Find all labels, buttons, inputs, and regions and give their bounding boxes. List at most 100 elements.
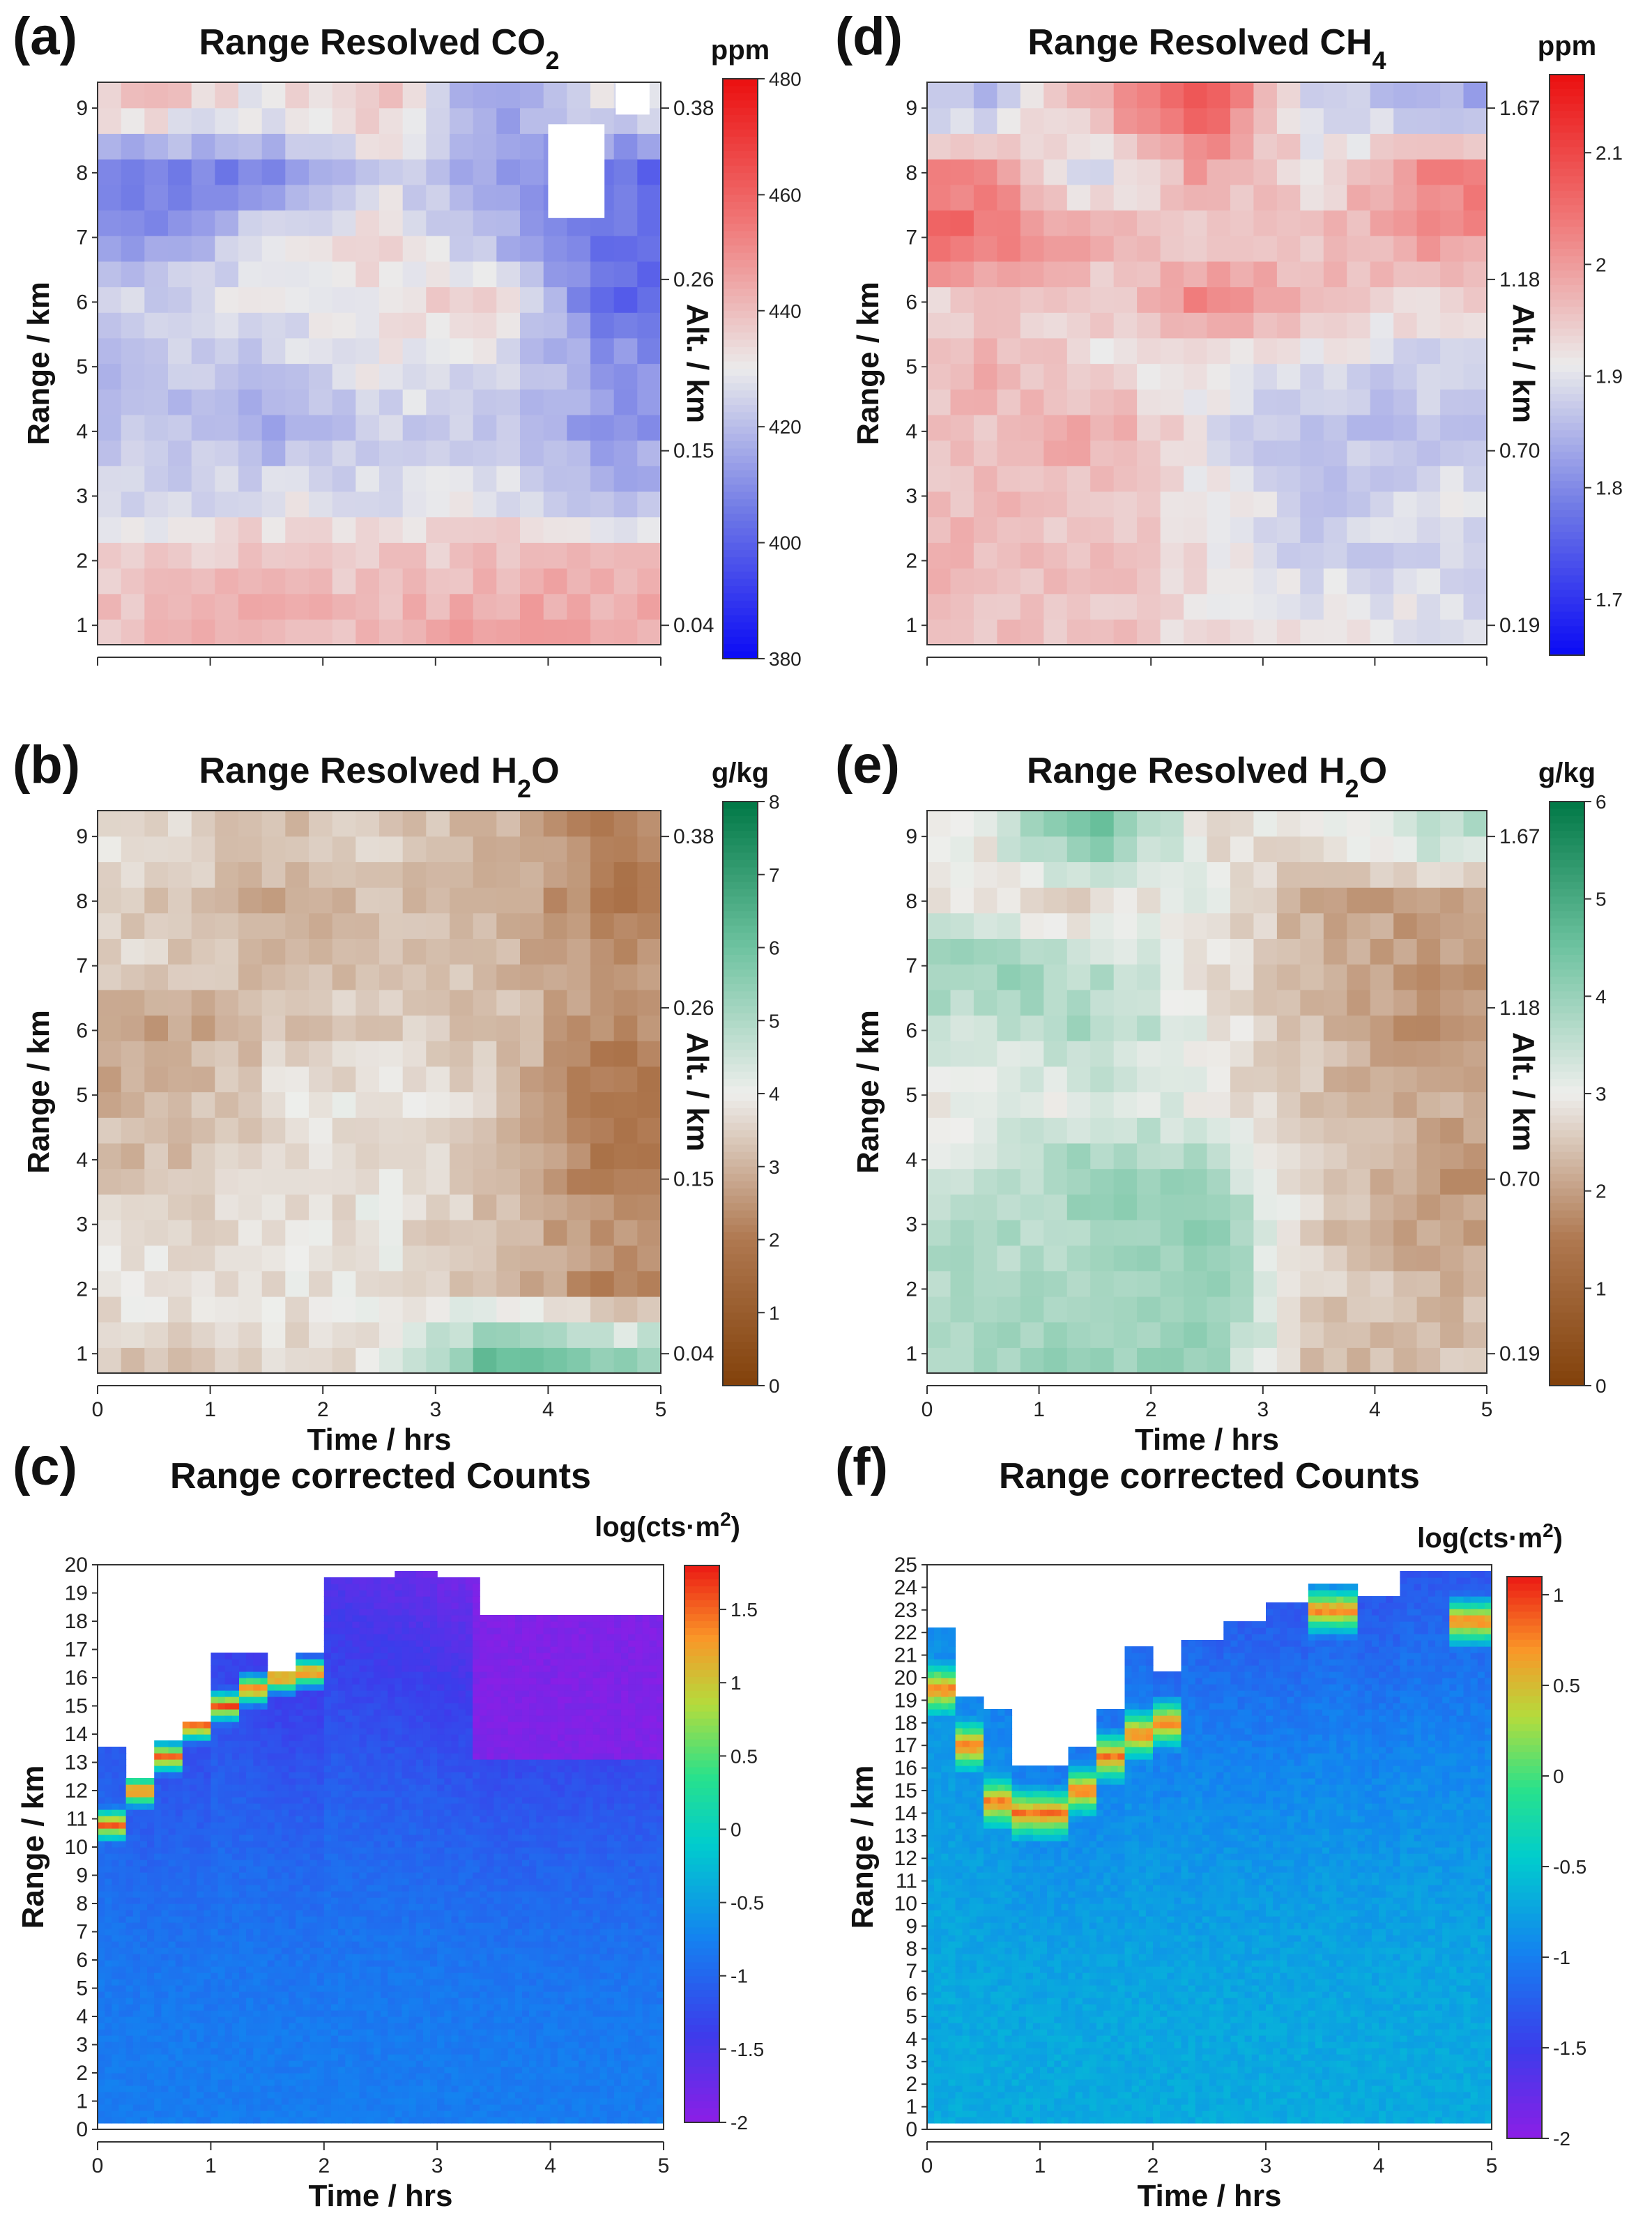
heatmap-cell [191, 1015, 215, 1041]
heatmap-cell [997, 236, 1021, 262]
heatmap-cell [168, 312, 192, 339]
heatmap-cell [927, 1194, 951, 1220]
heatmap-cell [154, 2117, 162, 2124]
heatmap-cell [379, 811, 404, 837]
heatmap-cell [402, 466, 427, 492]
heatmap-cell [161, 1960, 169, 1967]
missing-data-patch [615, 82, 650, 115]
heatmap-cell [98, 1296, 122, 1323]
heatmap-cell [1463, 236, 1487, 262]
heatmap-cell [215, 1219, 239, 1246]
heatmap-cell [1113, 210, 1138, 236]
heatmap-cell [217, 1860, 226, 1867]
heatmap-cell [197, 1935, 204, 1942]
heatmap-cell [316, 1696, 325, 1703]
heatmap-cell [309, 2048, 318, 2055]
heatmap-cell [121, 542, 145, 569]
heatmap-cell [1253, 912, 1278, 939]
heatmap-cell [1347, 568, 1371, 595]
heatmap-cell [473, 861, 497, 888]
heatmap-cell [1347, 836, 1371, 862]
heatmap-cell [168, 261, 192, 288]
heatmap-cell [1440, 337, 1464, 365]
heatmap-cell [309, 1809, 318, 1816]
heatmap-cell [267, 2054, 275, 2061]
heatmap-cell [1020, 389, 1044, 415]
heatmap-cell [332, 414, 356, 441]
heatmap-cell [211, 1803, 219, 1810]
heatmap-cell [121, 286, 145, 313]
heatmap-cell [1440, 389, 1464, 415]
heatmap-cell [1184, 912, 1208, 939]
heatmap-cell [450, 1117, 474, 1144]
heatmap-cell [1276, 363, 1301, 390]
heatmap-cell [144, 1245, 169, 1271]
heatmap-cell [1370, 542, 1394, 569]
heatmap-cell [950, 1168, 974, 1195]
heatmap-cell [211, 1772, 219, 1779]
heatmap-cell [168, 1142, 192, 1170]
y-tick-label: 3 [76, 485, 88, 508]
heatmap-cell [402, 414, 427, 441]
heatmap-cell [590, 363, 615, 390]
heatmap-cell [303, 2035, 311, 2042]
colorbar-segment [723, 107, 758, 116]
heatmap-cell [289, 1922, 296, 1929]
heatmap-cell [296, 1791, 303, 1798]
heatmap-cell [139, 1778, 148, 1785]
heatmap-cell [147, 2010, 155, 2017]
heatmap-cell [211, 1822, 219, 1829]
y-tick-label: 7 [76, 955, 88, 978]
colorbar-tick-label: 2 [1596, 1181, 1607, 1202]
heatmap-cell [274, 2035, 282, 2042]
heatmap-cell [402, 1245, 427, 1271]
heatmap-cell [281, 2111, 289, 2117]
heatmap-cell [211, 1866, 219, 1873]
heatmap-cell [402, 337, 427, 365]
colorbar-segment [723, 651, 758, 659]
heatmap-cell [296, 1753, 303, 1760]
heatmap-cell [139, 1897, 148, 1904]
heatmap-cell [204, 2092, 212, 2099]
heatmap-cell [997, 1091, 1021, 1118]
heatmap-cell [191, 107, 215, 134]
heatmap-cell [1416, 184, 1441, 210]
heatmap-cell [144, 440, 169, 466]
heatmap-cell [296, 2010, 303, 2017]
heatmap-cell [260, 2111, 268, 2117]
heatmap-cell [190, 2054, 197, 2061]
heatmap-cell [323, 2029, 332, 2036]
colorbar-segment [1550, 553, 1584, 562]
heatmap-cell [1416, 568, 1441, 595]
colorbar-segment [723, 115, 758, 123]
heatmap-cell [204, 1866, 212, 1873]
heatmap-cell [98, 1797, 105, 1804]
heatmap-cell [125, 2023, 134, 2030]
heatmap-cell [1043, 1322, 1068, 1348]
heatmap-cell [239, 2085, 247, 2092]
heatmap-cell [204, 1916, 212, 1923]
heatmap-cell [1207, 887, 1231, 914]
heatmap-cell [1463, 107, 1487, 134]
heatmap-cell [1230, 811, 1255, 837]
heatmap-cell [175, 2067, 183, 2074]
heatmap-cell [426, 1091, 450, 1118]
heatmap-cell [154, 2073, 162, 2080]
heatmap-cell [289, 1960, 296, 1967]
colorbar-tick-label: 1.7 [1596, 589, 1623, 611]
heatmap-cell [543, 1142, 567, 1170]
heatmap-cell [296, 2092, 303, 2099]
heatmap-cell [253, 1671, 261, 1678]
heatmap-cell [274, 1797, 282, 1804]
heatmap-cell [98, 1822, 105, 1829]
heatmap-cell [323, 2098, 332, 2105]
heatmap-cell [260, 1747, 268, 1754]
heatmap-cell [950, 107, 974, 134]
heatmap-cell [543, 964, 567, 990]
heatmap-cell [520, 184, 544, 210]
heatmap-cell [98, 491, 122, 518]
heatmap-cell [590, 912, 615, 939]
heatmap-cell [1230, 312, 1255, 339]
heatmap-cell [190, 1740, 197, 1747]
heatmap-cell [637, 1296, 661, 1323]
